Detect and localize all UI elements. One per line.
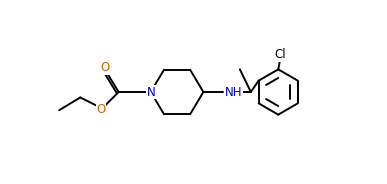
Text: Cl: Cl	[274, 48, 286, 61]
Text: O: O	[96, 103, 105, 116]
Text: NH: NH	[225, 86, 243, 98]
Text: N: N	[146, 86, 155, 98]
Text: O: O	[100, 61, 110, 74]
